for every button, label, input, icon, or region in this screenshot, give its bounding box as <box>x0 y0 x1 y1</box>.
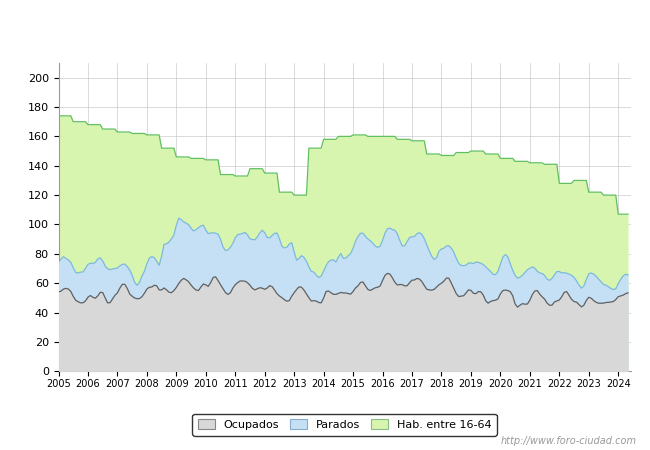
Text: http://www.foro-ciudad.com: http://www.foro-ciudad.com <box>501 436 637 446</box>
Text: Villasrubias - Evolucion de la poblacion en edad de Trabajar Mayo de 2024: Villasrubias - Evolucion de la poblacion… <box>46 21 604 34</box>
Legend: Ocupados, Parados, Hab. entre 16-64: Ocupados, Parados, Hab. entre 16-64 <box>192 414 497 436</box>
